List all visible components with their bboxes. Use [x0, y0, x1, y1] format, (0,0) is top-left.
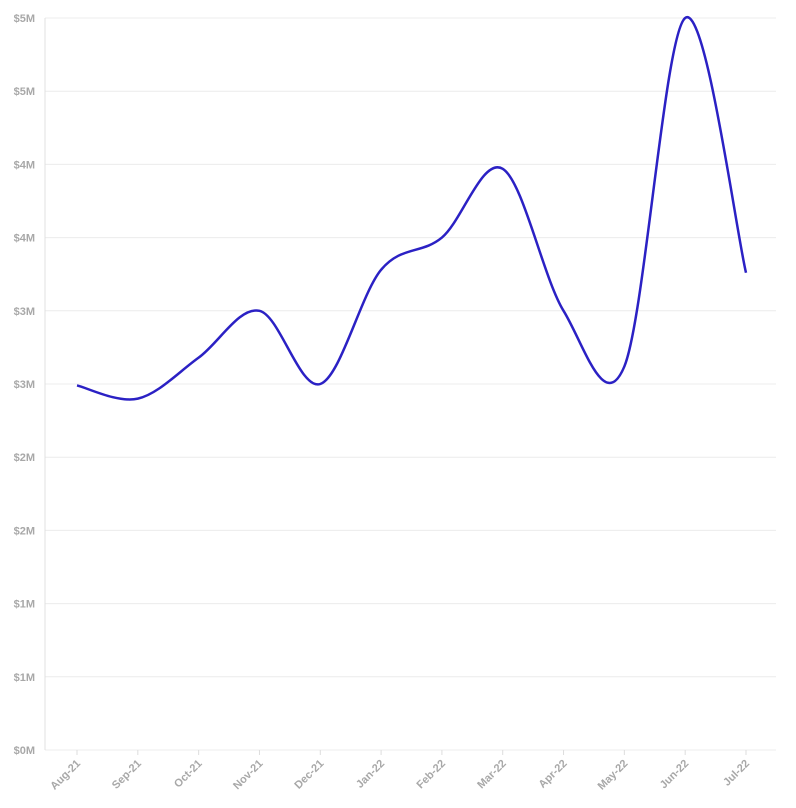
x-tick-label: Aug-21 — [48, 758, 83, 793]
x-tick-label: Dec-21 — [292, 758, 326, 792]
y-tick-label: $2M — [14, 525, 35, 537]
x-tick-label: Nov-21 — [231, 758, 265, 792]
line-series — [76, 16, 748, 401]
x-tick-label: Feb-22 — [414, 758, 448, 792]
x-tick-label: Jan-22 — [354, 758, 387, 791]
x-tick-label: May-22 — [596, 758, 631, 793]
y-tick-label: $0M — [14, 745, 35, 757]
y-tick-label: $2M — [14, 452, 35, 464]
y-tick-label: $4M — [14, 233, 35, 245]
x-tick-label: Jul-22 — [721, 758, 752, 789]
x-tick-label: Mar-22 — [475, 758, 509, 792]
x-tick-label: Sep-21 — [110, 758, 144, 792]
y-tick-label: $1M — [14, 599, 35, 611]
y-tick-label: $5M — [14, 13, 35, 25]
x-tick-label: Jun-22 — [658, 758, 692, 792]
y-tick-label: $1M — [14, 672, 35, 684]
y-tick-label: $4M — [14, 159, 35, 171]
y-tick-label: $3M — [14, 379, 35, 391]
x-tick-label: Apr-22 — [537, 758, 570, 791]
x-tick-label: Oct-21 — [172, 758, 205, 791]
y-tick-label: $3M — [14, 306, 35, 318]
y-tick-label: $5M — [14, 86, 35, 98]
